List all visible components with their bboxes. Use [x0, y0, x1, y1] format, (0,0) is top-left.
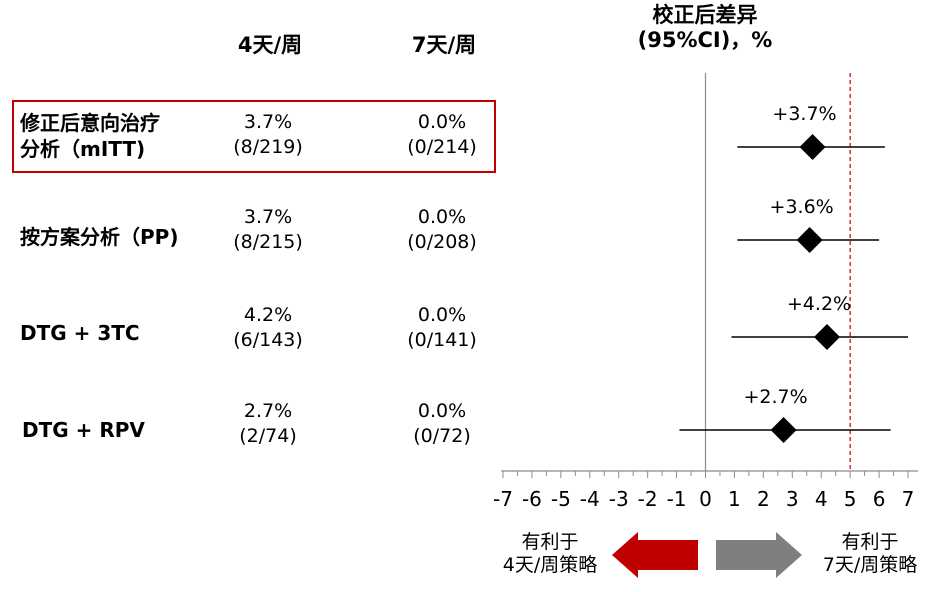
- value-pct: 0.0%: [417, 111, 467, 133]
- header-adjusted-diff-line2: (95%CI)，%: [637, 28, 773, 52]
- right-arrow-favors-7days: [716, 532, 802, 578]
- arrow-caption-right: 有利于 7天/周策略: [800, 531, 940, 577]
- x-tick-label: 0: [699, 487, 712, 511]
- value-pct: 4.2%: [243, 304, 293, 326]
- arrow-caption-right-line1: 有利于: [841, 531, 899, 553]
- value-frac: (0/141): [407, 329, 477, 351]
- row-label-dtg-rpv: DTG + RPV: [22, 417, 145, 443]
- value-frac: (8/219): [233, 136, 303, 158]
- row-label-mitt-line1: 修正后意向治疗: [20, 111, 160, 135]
- row-mitt-4days: 3.7% (8/219): [208, 110, 328, 160]
- estimate-marker: [770, 417, 797, 443]
- row-label-pp-line1: 按方案分析（PP): [20, 225, 179, 249]
- row-label-mitt: 修正后意向治疗 分析（mITT): [20, 110, 160, 162]
- estimate-marker: [796, 227, 823, 253]
- x-tick-label: -2: [638, 487, 658, 511]
- value-frac: (8/215): [233, 231, 303, 253]
- row-dtg-3tc-7days: 0.0% (0/141): [382, 303, 502, 353]
- value-pct: 3.7%: [243, 111, 293, 133]
- x-tick-label: 3: [786, 487, 799, 511]
- row-dtg-3tc-4days: 4.2% (6/143): [208, 303, 328, 353]
- arrow-caption-left-line2: 4天/周策略: [502, 554, 598, 576]
- estimate-label: +2.7%: [744, 386, 808, 408]
- highlight-box-mitt: [12, 100, 496, 173]
- row-dtg-rpv-7days: 0.0% (0/72): [382, 399, 502, 449]
- estimate-label: +3.6%: [770, 196, 834, 218]
- row-pp-7days: 0.0% (0/208): [382, 205, 502, 255]
- estimate-marker: [814, 324, 840, 350]
- arrow-caption-left-line1: 有利于: [521, 531, 579, 553]
- header-adjusted-diff: 校正后差异 (95%CI)，%: [600, 3, 810, 53]
- row-pp-4days: 3.7% (8/215): [208, 205, 328, 255]
- arrow-caption-right-line2: 7天/周策略: [822, 554, 918, 576]
- value-pct: 0.0%: [417, 304, 467, 326]
- header-adjusted-diff-line1: 校正后差异: [652, 3, 758, 27]
- row-label-dtg-3tc-line1: DTG + 3TC: [20, 321, 140, 345]
- header-4days: 4天/周: [237, 33, 303, 57]
- x-tick-label: -7: [493, 487, 513, 511]
- x-tick-label: -3: [609, 487, 629, 511]
- row-mitt-7days: 0.0% (0/214): [382, 110, 502, 160]
- x-tick-label: 4: [815, 487, 828, 511]
- x-tick-label: 7: [902, 487, 915, 511]
- estimate-label: +3.7%: [772, 103, 836, 125]
- value-pct: 2.7%: [243, 400, 293, 422]
- row-dtg-rpv-4days: 2.7% (2/74): [208, 399, 328, 449]
- value-frac: (6/143): [233, 329, 303, 351]
- row-label-pp: 按方案分析（PP): [20, 224, 178, 250]
- header-7days: 7天/周: [411, 33, 477, 57]
- value-frac: (2/74): [239, 425, 297, 447]
- value-frac: (0/214): [407, 136, 477, 158]
- row-label-mitt-line2: 分析（mITT): [20, 137, 146, 161]
- value-pct: 3.7%: [243, 206, 293, 228]
- value-frac: (0/72): [413, 425, 471, 447]
- value-pct: 0.0%: [417, 206, 467, 228]
- row-label-dtg-3tc: DTG + 3TC: [20, 320, 140, 346]
- x-tick-label: 6: [873, 487, 886, 511]
- x-tick-label: -4: [580, 487, 600, 511]
- row-label-dtg-rpv-line1: DTG + RPV: [22, 418, 145, 442]
- x-tick-label: -6: [522, 487, 542, 511]
- estimate-marker: [799, 134, 826, 160]
- value-pct: 0.0%: [417, 400, 467, 422]
- x-tick-label: -5: [551, 487, 571, 511]
- left-arrow-favors-4days: [612, 532, 698, 578]
- x-tick-label: -1: [667, 487, 687, 511]
- x-tick-label: 5: [844, 487, 857, 511]
- estimate-label: +4.2%: [787, 293, 851, 315]
- x-tick-label: 2: [757, 487, 770, 511]
- arrow-caption-left: 有利于 4天/周策略: [470, 531, 630, 577]
- value-frac: (0/208): [407, 231, 477, 253]
- x-tick-label: 1: [728, 487, 741, 511]
